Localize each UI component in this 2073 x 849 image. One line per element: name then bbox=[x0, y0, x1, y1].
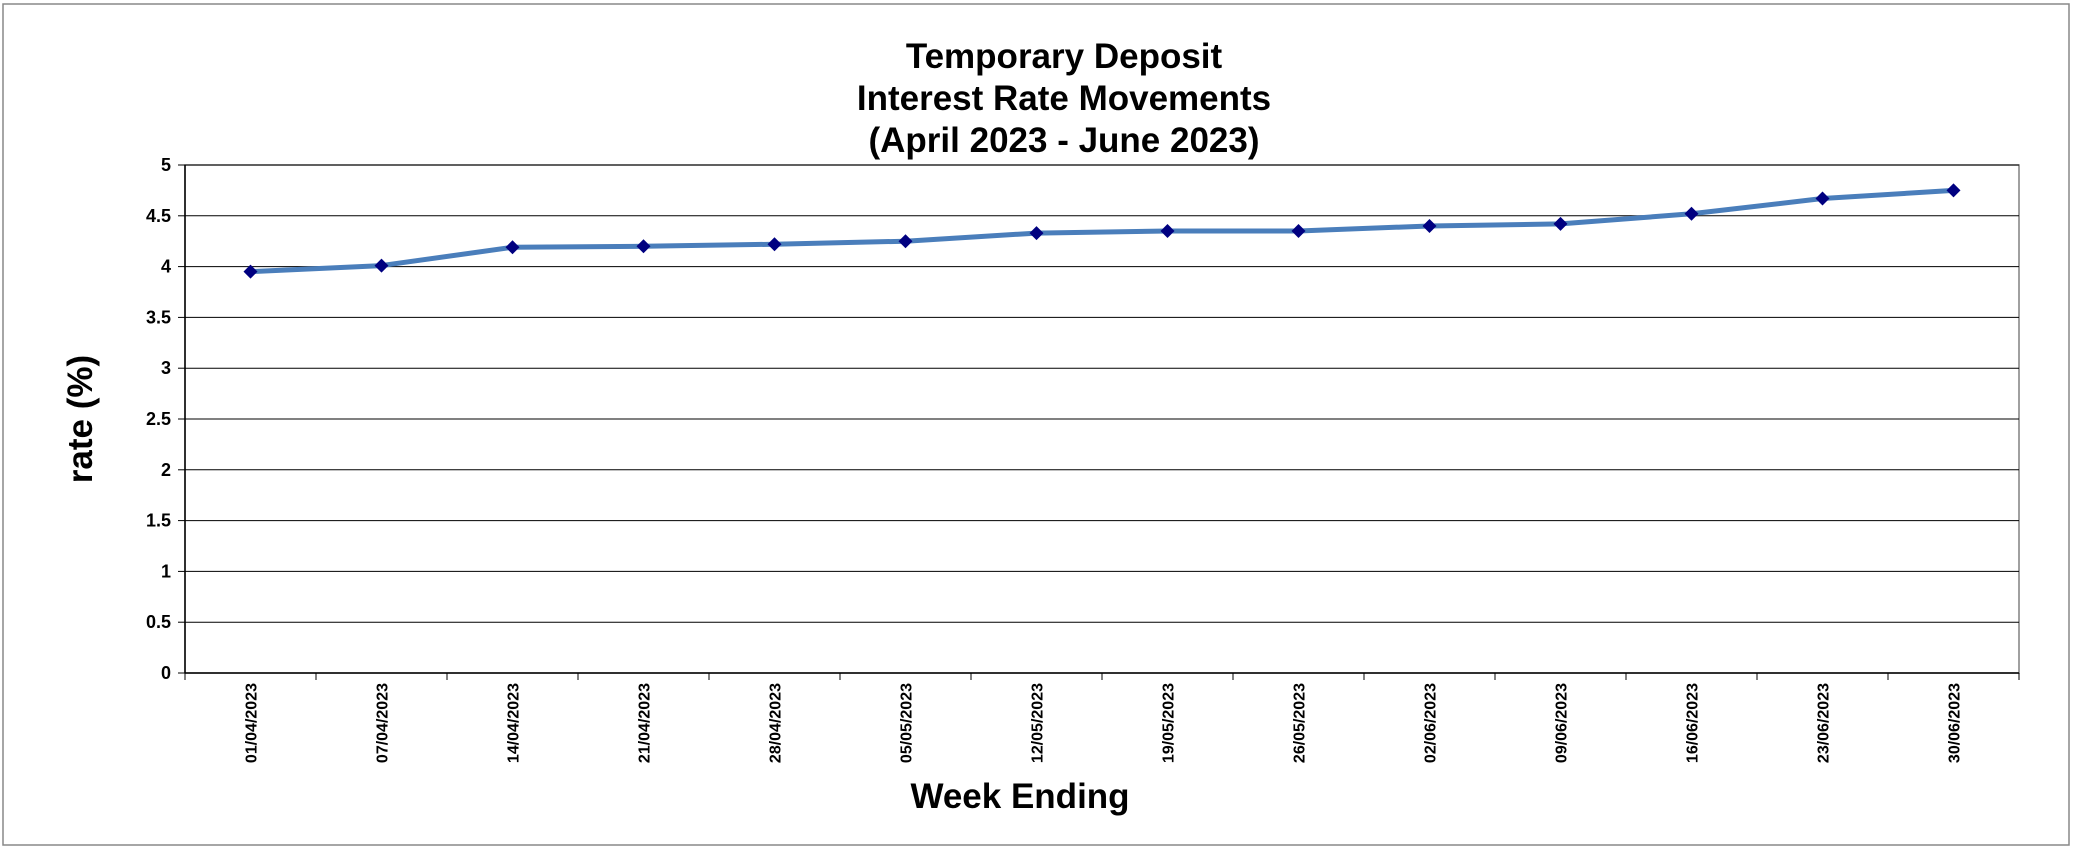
x-tick-label: 09/06/2023 bbox=[1554, 683, 1571, 763]
data-point bbox=[243, 264, 258, 279]
x-tick-label: 01/04/2023 bbox=[244, 683, 261, 763]
x-tick-label: 14/04/2023 bbox=[506, 683, 523, 763]
chart-title: Temporary Deposit bbox=[906, 37, 1223, 76]
y-tick-label: 5 bbox=[161, 155, 171, 175]
y-axis-title: rate (%) bbox=[61, 355, 100, 483]
y-tick-label: 4.5 bbox=[146, 206, 171, 226]
data-point bbox=[1684, 206, 1699, 221]
data-point bbox=[1553, 216, 1568, 231]
x-axis-title: Week Ending bbox=[910, 777, 1129, 816]
data-point bbox=[1291, 224, 1306, 239]
y-tick-label: 2.5 bbox=[146, 409, 171, 429]
y-tick-label: 2 bbox=[161, 460, 171, 480]
data-point bbox=[898, 234, 913, 249]
data-point bbox=[374, 258, 389, 273]
x-tick-label: 02/06/2023 bbox=[1423, 683, 1440, 763]
y-tick-label: 0 bbox=[161, 663, 171, 683]
y-tick-label: 3.5 bbox=[146, 307, 171, 327]
data-point bbox=[767, 237, 782, 252]
data-point bbox=[505, 240, 520, 255]
y-tick-label: 0.5 bbox=[146, 612, 171, 632]
x-tick-label: 23/06/2023 bbox=[1816, 683, 1833, 763]
x-tick-label: 30/06/2023 bbox=[1947, 683, 1964, 763]
y-tick-label: 1 bbox=[161, 561, 171, 581]
y-tick-label: 4 bbox=[161, 257, 171, 277]
x-tick-label: 07/04/2023 bbox=[375, 683, 392, 763]
data-point bbox=[1029, 226, 1044, 241]
data-point bbox=[1160, 224, 1175, 239]
x-tick-label: 28/04/2023 bbox=[768, 683, 785, 763]
data-point bbox=[1815, 191, 1830, 206]
x-tick-label: 05/05/2023 bbox=[899, 683, 916, 763]
x-tick-label: 12/05/2023 bbox=[1030, 683, 1047, 763]
x-tick-label: 16/06/2023 bbox=[1685, 683, 1702, 763]
data-point bbox=[636, 239, 651, 254]
data-point bbox=[1422, 218, 1437, 233]
y-tick-label: 3 bbox=[161, 358, 171, 378]
y-tick-label: 1.5 bbox=[146, 511, 171, 531]
chart-title: (April 2023 - June 2023) bbox=[869, 121, 1260, 160]
x-tick-label: 21/04/2023 bbox=[637, 683, 654, 763]
data-point bbox=[1946, 183, 1961, 198]
data-line bbox=[250, 187, 1954, 275]
x-tick-label: 26/05/2023 bbox=[1292, 683, 1309, 763]
x-tick-label: 19/05/2023 bbox=[1161, 683, 1178, 763]
chart-title: Interest Rate Movements bbox=[857, 79, 1271, 118]
